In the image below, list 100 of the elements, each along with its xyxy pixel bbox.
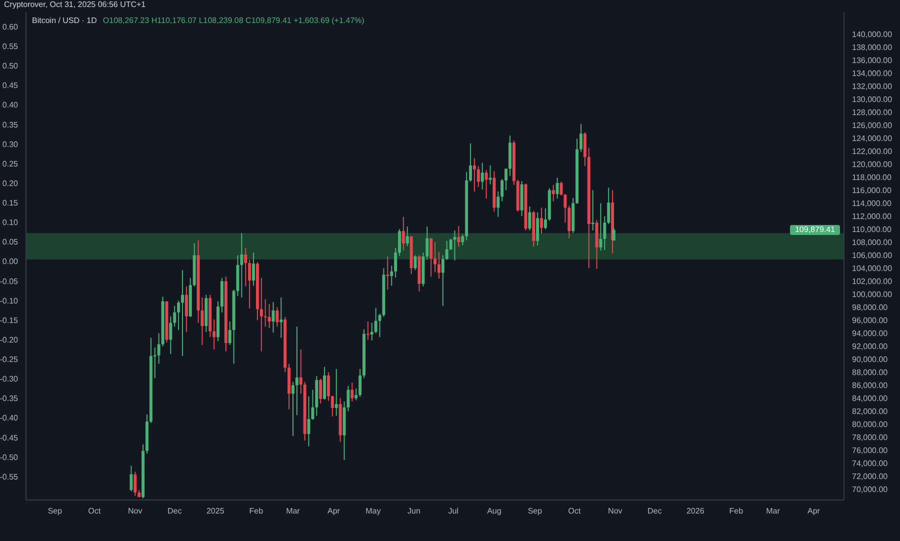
y-tick-label: 136,000.00 <box>852 56 893 65</box>
y-tick-label: 84,000.00 <box>852 394 888 404</box>
candlestick <box>390 265 394 286</box>
y2-tick-label: 0.30 <box>2 140 19 149</box>
y-tick-label: 130,000.00 <box>852 94 893 104</box>
x-tick-label: Aug <box>487 506 502 516</box>
candlestick <box>240 232 244 298</box>
candlestick <box>528 206 532 231</box>
candlestick <box>434 242 436 273</box>
y-tick-label: 134,000.00 <box>852 68 893 78</box>
candlestick <box>268 303 271 329</box>
candlestick <box>504 168 508 191</box>
annotation: O108,267.23 H110,176.07 L108,239.08 C109,879.41 +1,603.69 (+1.47%) <box>102 16 364 25</box>
candlestick <box>252 252 256 286</box>
x-tick-label: 2025 <box>206 506 225 516</box>
candlestick <box>402 216 405 252</box>
x-tick-label: Oct <box>568 506 582 516</box>
candlestick <box>461 234 464 246</box>
y-tick-label: 86,000.00 <box>852 381 888 390</box>
y-tick-label: 124,000.00 <box>852 134 893 143</box>
y2-tick-label: 0.25 <box>2 159 19 168</box>
candlestick <box>394 248 398 278</box>
candlestick <box>457 225 460 248</box>
y-tick-label: 110,000.00 <box>852 225 892 234</box>
y-tick-label: 106,000.00 <box>852 251 893 260</box>
y-tick-label: 76,000.00 <box>852 446 888 456</box>
y-tick-label: 112,000.00 <box>852 212 892 222</box>
candlestick <box>291 381 294 436</box>
candlestick <box>500 178 504 202</box>
y2-tick-label: 0.60 <box>2 22 19 32</box>
candlestick <box>386 256 390 290</box>
y2-tick-label: 0.10 <box>2 218 19 228</box>
y-tick-label: 138,000.00 <box>852 42 893 52</box>
text: Bitcoin / USD · 1D <box>32 16 97 25</box>
y-tick-label: 100,000.00 <box>852 290 893 300</box>
y-tick-label: 108,000.00 <box>852 238 893 248</box>
y2-tick-label: -0.25 <box>0 355 19 364</box>
y-tick-label: 140,000.00 <box>852 30 893 39</box>
candlestick <box>134 471 137 496</box>
y2-tick-label: -0.50 <box>0 452 19 462</box>
x-tick-label: Feb <box>249 506 264 516</box>
candlestick <box>260 277 263 352</box>
y2-tick-label: 0.55 <box>2 42 19 52</box>
x-tick-label: Mar <box>286 506 300 516</box>
y-tick-label: 96,000.00 <box>852 316 888 326</box>
y2-tick-label: 0.20 <box>2 178 19 188</box>
candlestick <box>568 205 571 239</box>
y2-tick-label: 0.40 <box>2 100 19 110</box>
candlestick <box>330 395 334 417</box>
candlestick <box>469 142 472 182</box>
y2-tick-label: -0.55 <box>0 472 19 482</box>
y2-tick-label: -0.15 <box>0 316 19 325</box>
y2-tick-label: -0.30 <box>0 374 19 384</box>
candlestick <box>370 322 374 341</box>
candlestick <box>228 321 232 346</box>
x-tick-label: Sep <box>528 506 543 516</box>
candlestick <box>272 302 275 334</box>
y-tick-label: 122,000.00 <box>852 146 893 156</box>
candlestick <box>579 123 582 152</box>
candlestick <box>280 296 283 338</box>
x-tick-label: Jun <box>408 506 420 516</box>
y2-tick-label: -0.10 <box>0 296 19 306</box>
y2-tick-label: 0.00 <box>2 257 19 266</box>
candlestick <box>184 286 188 332</box>
candlestick <box>583 132 586 167</box>
candlestick <box>536 212 540 246</box>
y-tick-label: 74,000.00 <box>852 459 888 468</box>
candlestick <box>599 202 602 252</box>
candlestick <box>173 305 176 328</box>
candlestick <box>484 170 488 200</box>
y-tick-label: 70,000.00 <box>852 485 888 494</box>
x-tick-label: Dec <box>648 506 662 516</box>
y-tick-label: 98,000.00 <box>852 303 888 312</box>
x-tick-label: Apr <box>328 506 340 516</box>
candlestick <box>264 298 267 328</box>
x-tick-label: Nov <box>128 506 142 516</box>
candlestick <box>350 382 354 402</box>
candlestick <box>441 254 444 306</box>
candlestick <box>430 238 433 278</box>
candlestick <box>540 207 544 234</box>
x-tick-label: Mar <box>766 506 780 516</box>
candlestick <box>323 366 326 400</box>
candlestick <box>366 321 370 340</box>
candlestick <box>334 368 338 416</box>
x-tick-label: Nov <box>608 506 622 516</box>
y2-tick-label: -0.40 <box>0 414 19 423</box>
candlestick <box>607 187 610 224</box>
y-tick-label: 80,000.00 <box>852 420 888 430</box>
y-tick-label: 94,000.00 <box>852 329 888 338</box>
candlestick <box>244 248 248 287</box>
y2-tick-label: 0.50 <box>2 62 19 71</box>
y2-tick-label: -0.35 <box>0 394 19 404</box>
candlestick <box>157 332 160 364</box>
candlestick <box>480 162 484 190</box>
y-tick-label: 78,000.00 <box>852 433 888 442</box>
candlestick <box>591 190 594 231</box>
candlestick <box>603 216 606 250</box>
y-tick-label: 128,000.00 <box>852 108 893 117</box>
candlestick <box>212 319 216 350</box>
candlestick <box>311 389 314 420</box>
